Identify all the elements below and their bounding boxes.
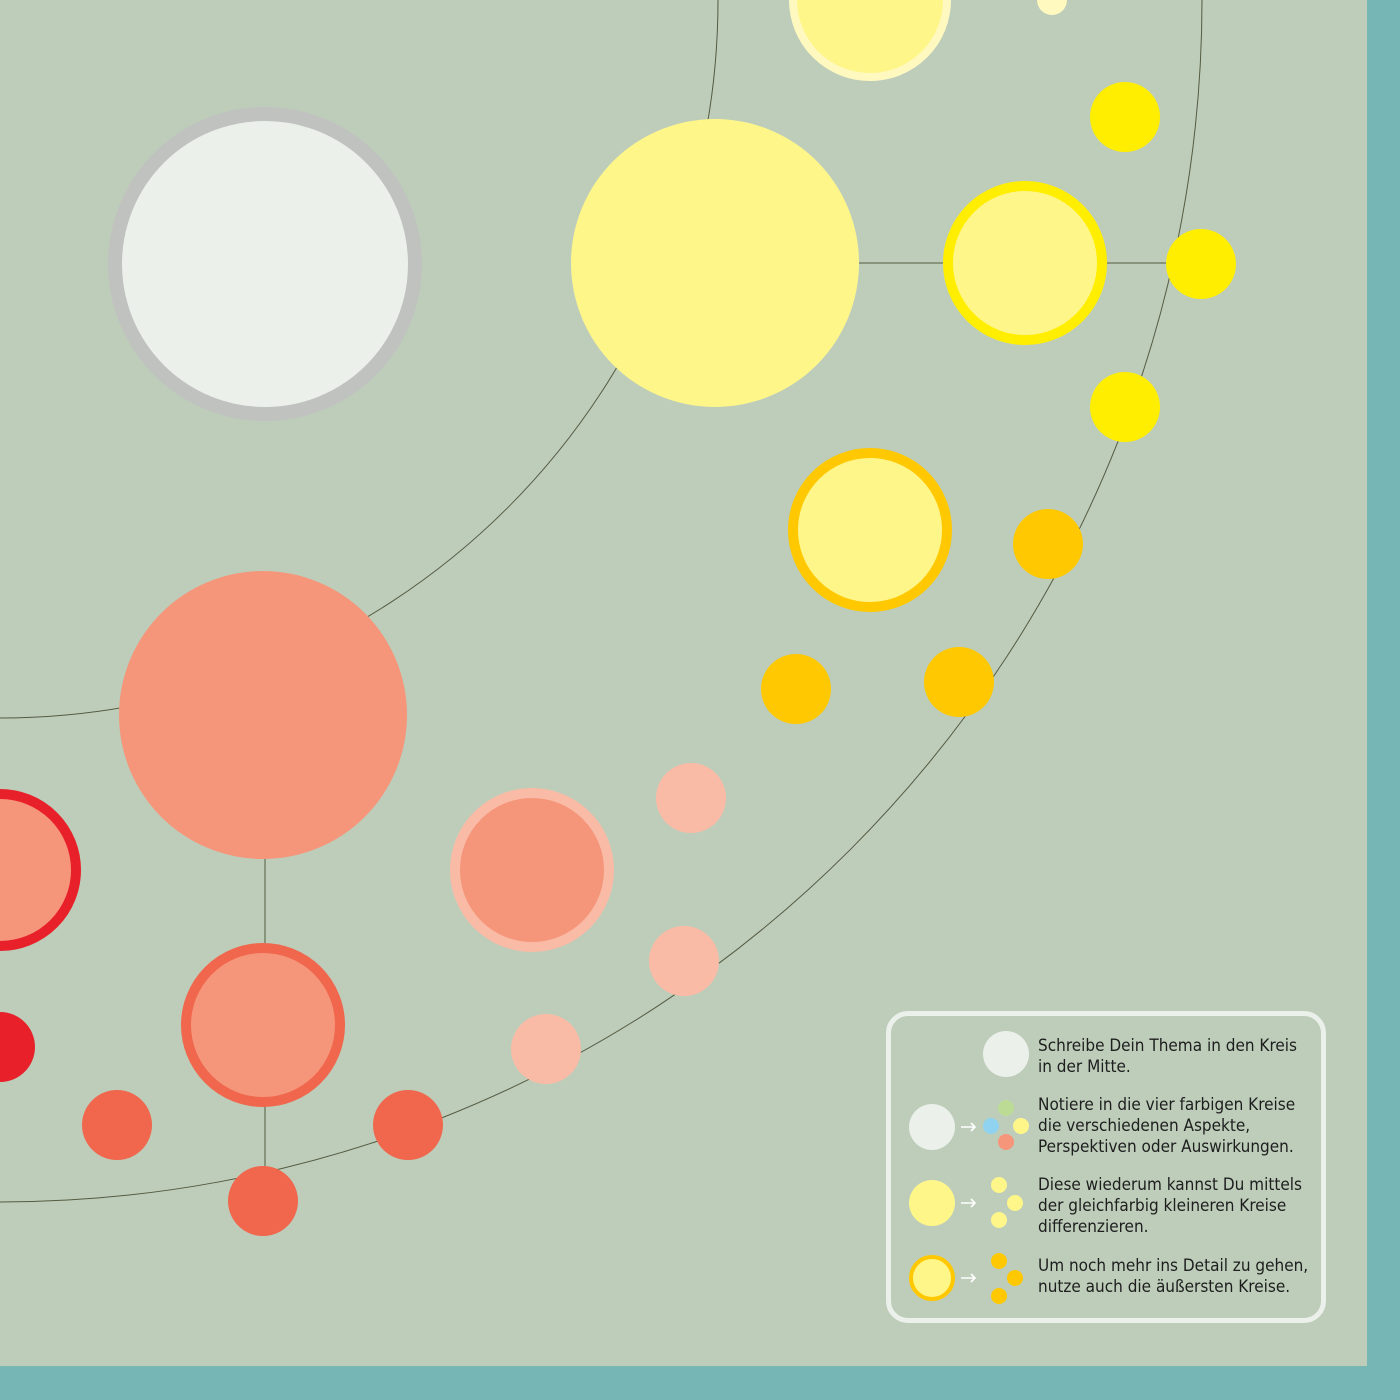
legend-small-yellow-icon-2 [1007,1195,1023,1211]
legend-aspect-blue-icon [983,1118,999,1134]
coral-small-circle-bottom [228,1166,298,1236]
salmon-small-circle-bottom [511,1014,581,1084]
red-small-circle [0,1012,35,1082]
legend-item-1-line-2: in der Mitte. [1038,1057,1131,1077]
center-topic-circle [108,107,422,421]
legend-item-4-line-2: nutze auch die äußersten Kreise. [1038,1277,1291,1297]
amber-mid-circle [788,448,952,612]
legend-item-2-line-2: die verschiedenen Aspekte, [1038,1116,1251,1136]
legend-small-amber-icon-2 [1007,1270,1023,1286]
yellow-aspect-circle [571,119,859,407]
salmon-mid-circle [450,788,614,952]
legend-item-4-text: Um noch mehr ins Detail zu gehen, nutze … [1038,1256,1328,1298]
legend-differentiate-source-icon [909,1180,955,1226]
frame-bottom [0,1366,1400,1400]
yellow-pale-mid-circle [789,0,951,81]
legend-item-3-line-1: Diese wiederum kannst Du mittels [1038,1175,1302,1195]
legend-item-2-line-1: Notiere in die vier farbigen Kreise [1038,1095,1296,1115]
legend-small-yellow-icon-3 [991,1212,1007,1228]
amber-small-circle-bottom-right [924,647,994,717]
legend-box [886,1011,1326,1323]
amber-small-circle-bottom-left [761,654,831,724]
salmon-small-circle-top [656,763,726,833]
legend-item-1-line-1: Schreibe Dein Thema in den Kreis [1038,1036,1297,1056]
amber-small-circle-right [1013,509,1083,579]
legend-center-circle-icon [983,1031,1029,1077]
coral-small-circle-left [82,1090,152,1160]
legend-aspect-yellow-icon [1013,1118,1029,1134]
yellow-small-circle-bottom [1090,372,1160,442]
legend-item-2-line-3: Perspektiven oder Auswirkungen. [1038,1137,1294,1157]
legend-arrow-icon-3 [961,1273,977,1283]
legend-item-4-line-1: Um noch mehr ins Detail zu gehen, [1038,1256,1309,1276]
frame-right [1367,0,1400,1400]
legend-small-amber-icon-1 [991,1253,1007,1269]
legend-arrow-icon-1 [961,1122,977,1132]
legend-arrow-icon-2 [961,1198,977,1208]
salmon-aspect-circle [119,571,407,859]
salmon-small-circle-right [649,926,719,996]
legend-item-1-text: Schreibe Dein Thema in den Kreis in der … [1038,1036,1328,1078]
legend-item-2-text: Notiere in die vier farbigen Kreise die … [1038,1095,1328,1158]
legend-aspect-green-icon [998,1100,1014,1116]
legend-small-amber-icon-3 [991,1288,1007,1304]
legend-item-3-line-2: der gleichfarbig kleineren Kreise [1038,1196,1287,1216]
yellow-small-circle-top [1090,82,1160,152]
legend-detail-source-icon [909,1255,955,1301]
yellow-mid-circle [943,181,1107,345]
yellow-pale-small-circle [1037,0,1067,15]
red-mid-circle [0,789,81,951]
legend-aspects-source-icon [909,1104,955,1150]
legend-item-3-text: Diese wiederum kannst Du mittels der gle… [1038,1175,1328,1238]
coral-small-circle-right [373,1090,443,1160]
yellow-small-circle-right [1166,229,1236,299]
coral-mid-circle [181,943,345,1107]
legend-aspect-salmon-icon [998,1134,1014,1150]
legend-small-yellow-icon-1 [991,1177,1007,1193]
legend-item-3-line-3: differenzieren. [1038,1217,1149,1237]
